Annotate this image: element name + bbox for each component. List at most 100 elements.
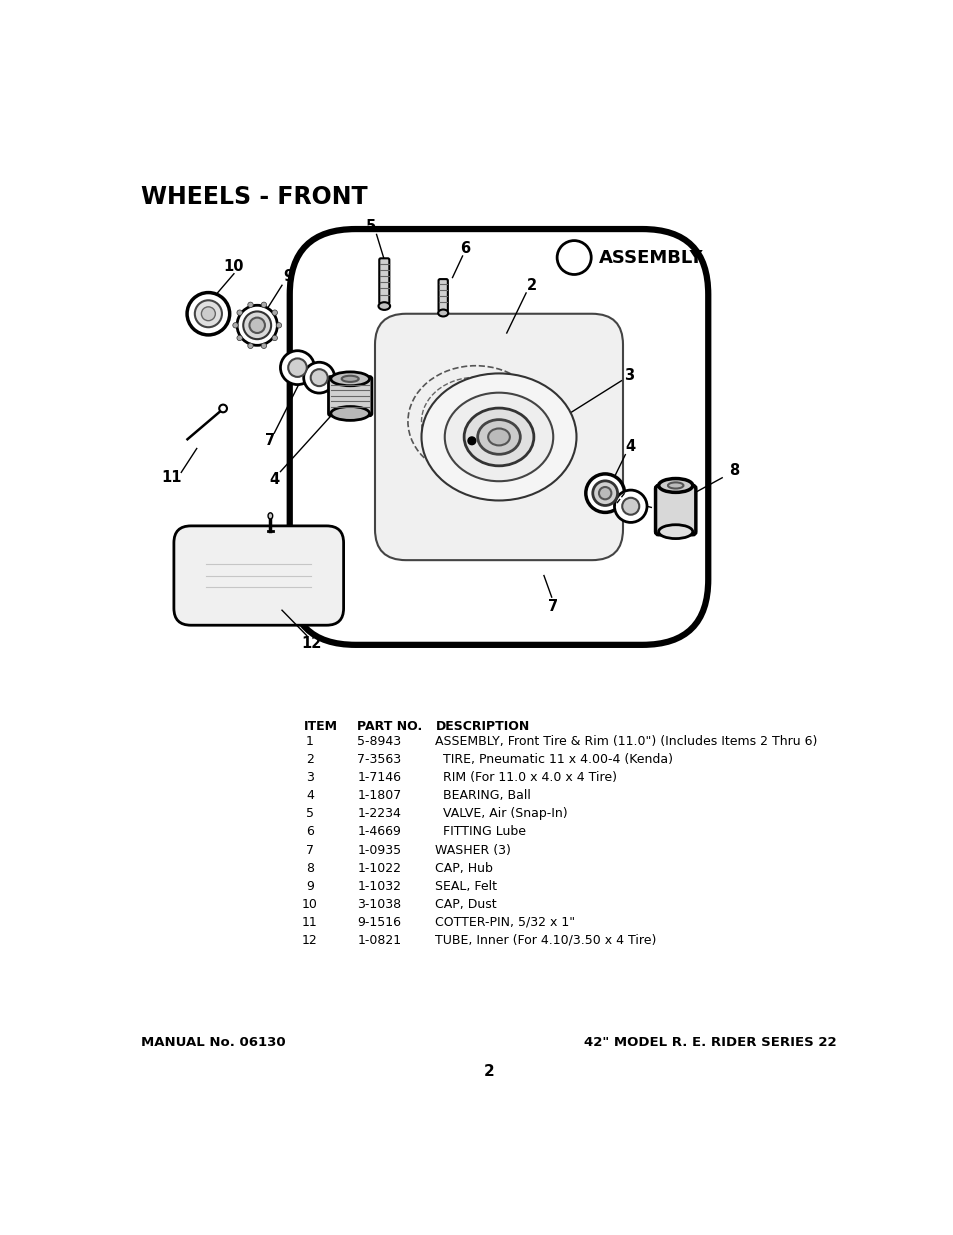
Ellipse shape [201,306,215,321]
FancyBboxPatch shape [379,258,389,304]
Ellipse shape [341,375,358,382]
Text: 2: 2 [306,753,314,766]
Circle shape [557,241,591,274]
Text: 9: 9 [283,269,293,284]
Text: 8: 8 [306,862,314,874]
Ellipse shape [437,310,448,316]
Text: COTTER-PIN, 5/32 x 1": COTTER-PIN, 5/32 x 1" [435,916,575,929]
Text: PART NO.: PART NO. [356,720,422,732]
Text: 7: 7 [548,599,558,614]
Text: 2: 2 [527,278,537,293]
Text: TUBE, Inner (For 4.10/3.50 x 4 Tire): TUBE, Inner (For 4.10/3.50 x 4 Tire) [435,934,656,947]
Text: 11: 11 [161,471,182,485]
Circle shape [233,322,238,329]
Ellipse shape [194,300,222,327]
Ellipse shape [331,372,369,385]
Text: 3-1038: 3-1038 [356,898,401,910]
Text: ITEM: ITEM [303,720,337,732]
Circle shape [261,343,266,348]
Text: 6: 6 [306,825,314,839]
Ellipse shape [464,408,534,466]
Circle shape [276,322,281,329]
Text: 4: 4 [306,789,314,803]
Text: 12: 12 [302,934,317,947]
Text: CAP, Dust: CAP, Dust [435,898,497,910]
Text: 7-3563: 7-3563 [356,753,401,766]
Text: 9-1516: 9-1516 [356,916,401,929]
Circle shape [272,335,277,341]
Text: TIRE, Pneumatic 11 x 4.00-4 (Kenda): TIRE, Pneumatic 11 x 4.00-4 (Kenda) [435,753,673,766]
Text: 5-8943: 5-8943 [356,735,401,748]
Text: 4: 4 [625,440,635,454]
Text: 1: 1 [568,248,579,267]
Ellipse shape [444,393,553,482]
Ellipse shape [280,351,314,384]
Text: ASSEMBLY, Front Tire & Rim (11.0") (Includes Items 2 Thru 6): ASSEMBLY, Front Tire & Rim (11.0") (Incl… [435,735,817,748]
Text: 1-1032: 1-1032 [356,879,401,893]
Text: FITTING Lube: FITTING Lube [435,825,526,839]
Text: 7: 7 [306,844,314,857]
Ellipse shape [658,525,692,538]
Text: 4: 4 [269,472,279,487]
Ellipse shape [608,330,682,545]
Text: 1-2234: 1-2234 [356,808,400,820]
Ellipse shape [311,369,328,387]
Text: 3: 3 [306,771,314,784]
FancyBboxPatch shape [328,377,372,416]
Text: 3: 3 [623,368,634,383]
Text: 2: 2 [483,1065,494,1079]
Text: 6: 6 [459,241,470,256]
Text: 10: 10 [223,258,244,273]
Text: 5: 5 [306,808,314,820]
Text: 1-1807: 1-1807 [356,789,401,803]
Ellipse shape [331,406,369,420]
Ellipse shape [658,478,692,493]
Text: VALVE, Air (Snap-In): VALVE, Air (Snap-In) [435,808,567,820]
Text: 42" MODEL R. E. RIDER SERIES 22: 42" MODEL R. E. RIDER SERIES 22 [583,1036,836,1049]
Text: WASHER (3): WASHER (3) [435,844,511,857]
Ellipse shape [378,303,390,310]
FancyBboxPatch shape [655,485,695,535]
Ellipse shape [585,474,624,513]
Text: DESCRIPTION: DESCRIPTION [435,720,529,732]
Ellipse shape [614,490,646,522]
Circle shape [248,303,253,308]
Ellipse shape [249,317,265,333]
Text: 1-4669: 1-4669 [356,825,400,839]
Circle shape [236,335,242,341]
Circle shape [236,310,242,315]
Text: RIM (For 11.0 x 4.0 x 4 Tire): RIM (For 11.0 x 4.0 x 4 Tire) [435,771,617,784]
Ellipse shape [477,420,519,454]
Circle shape [468,437,476,445]
FancyBboxPatch shape [173,526,343,625]
Ellipse shape [268,513,273,519]
Text: BEARING, Ball: BEARING, Ball [435,789,531,803]
Circle shape [248,343,253,348]
Text: 7: 7 [265,433,275,448]
Ellipse shape [288,358,307,377]
Circle shape [261,303,266,308]
Text: ASSEMBLY: ASSEMBLY [598,248,703,267]
Text: CAP, Hub: CAP, Hub [435,862,493,874]
Ellipse shape [187,293,230,335]
Text: 12: 12 [301,636,321,651]
Ellipse shape [236,305,277,346]
FancyBboxPatch shape [438,279,447,311]
Text: SEAL, Felt: SEAL, Felt [435,879,497,893]
Ellipse shape [421,373,576,500]
Circle shape [272,310,277,315]
Text: 1: 1 [306,735,314,748]
Ellipse shape [488,429,509,446]
FancyBboxPatch shape [375,314,622,561]
Text: 11: 11 [302,916,317,929]
Text: 10: 10 [302,898,317,910]
FancyBboxPatch shape [290,228,707,645]
Text: 1-7146: 1-7146 [356,771,401,784]
Text: MANUAL No. 06130: MANUAL No. 06130 [141,1036,285,1049]
Text: WHEELS - FRONT: WHEELS - FRONT [141,185,367,209]
Text: 9: 9 [306,879,314,893]
Text: 1-0821: 1-0821 [356,934,401,947]
Ellipse shape [598,487,611,499]
Ellipse shape [592,480,617,505]
Text: 1-0935: 1-0935 [356,844,401,857]
